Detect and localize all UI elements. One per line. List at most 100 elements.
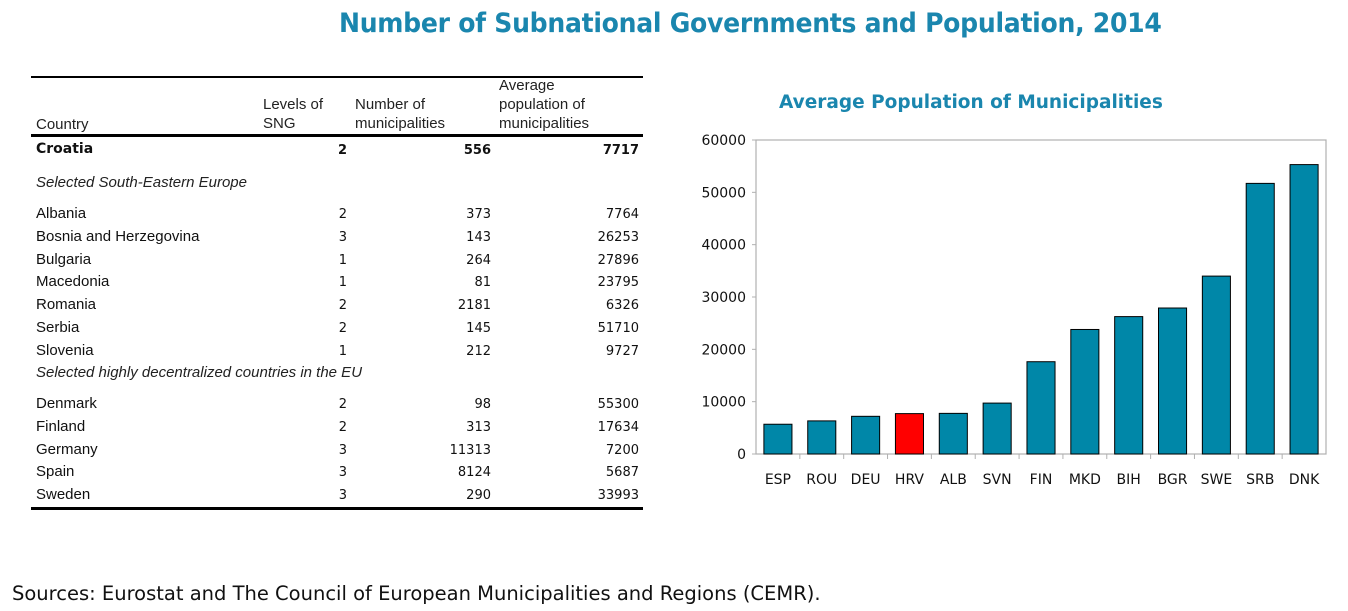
cell-levels: 2 xyxy=(338,321,347,336)
cell-average: 5687 xyxy=(605,465,639,481)
x-tick-label: FIN xyxy=(1030,472,1053,488)
x-tick-label: ALB xyxy=(940,472,967,488)
cell-average: 7717 xyxy=(602,143,639,158)
cell-average: 7764 xyxy=(605,207,639,222)
cell-levels: 2 xyxy=(337,143,347,158)
cell-average: 51710 xyxy=(597,321,639,336)
table-header-rule xyxy=(31,134,643,137)
cell-average: 6326 xyxy=(605,298,639,314)
page-title-text: Number of Subnational Governments and Po… xyxy=(338,8,1162,39)
cell-country: Denmark xyxy=(36,395,97,412)
header-levels: Levels of SNG xyxy=(263,95,323,133)
bar-dnk xyxy=(1289,164,1319,455)
bar-bih xyxy=(1114,316,1144,455)
header-country: Country xyxy=(36,116,89,133)
bar-alb xyxy=(938,412,968,455)
cell-levels: 2 xyxy=(338,397,347,412)
x-tick-label: ESP xyxy=(765,472,791,488)
header-levels-line1: Levels of xyxy=(263,96,324,113)
bar-chart: 0 10000 20000 30000 40000 50000 60000 ESP ROU DEU… xyxy=(701,133,1327,488)
cell-average: 33993 xyxy=(597,488,639,504)
x-tick-label: SVN xyxy=(983,472,1012,488)
cell-country: Bulgaria xyxy=(36,250,92,268)
bar-srb xyxy=(1245,182,1275,455)
table-row: Macedonia 1 81 23795 xyxy=(31,273,643,295)
table-top-rule xyxy=(31,76,643,78)
cell-country: Germany xyxy=(36,440,98,458)
cell-number: 143 xyxy=(466,229,491,245)
cell-number: 264 xyxy=(466,252,491,268)
cell-levels: 2 xyxy=(338,419,347,435)
table-row: Germany 3 11313 7200 xyxy=(31,441,643,463)
cell-number: 8124 xyxy=(457,465,491,481)
x-tick-label: SWE xyxy=(1201,472,1233,488)
cell-number: 2181 xyxy=(457,298,491,314)
header-average-line2: population of xyxy=(499,96,585,113)
cell-average: 23795 xyxy=(597,275,639,291)
cell-number: 145 xyxy=(466,321,491,336)
x-tick-label: HRV xyxy=(895,472,924,488)
table-row: Finland 2 313 17634 xyxy=(31,418,643,440)
cell-number: 290 xyxy=(466,488,491,504)
cell-country: Macedonia xyxy=(36,273,110,291)
cell-levels: 1 xyxy=(338,343,347,359)
cell-number: 556 xyxy=(463,143,491,158)
cell-country: Albania xyxy=(36,205,87,222)
cell-average: 17634 xyxy=(597,419,639,435)
cell-number: 313 xyxy=(466,419,491,435)
table-bottom-rule xyxy=(31,507,643,510)
table-row: Bulgaria 1 264 27896 xyxy=(31,251,643,273)
cell-levels: 3 xyxy=(338,465,347,481)
header-number-line1: Number of xyxy=(355,96,426,113)
x-tick-label: BGR xyxy=(1158,472,1188,488)
cell-country: Sweden xyxy=(36,486,91,504)
cell-number: 212 xyxy=(466,343,491,359)
y-tick-label: 50000 xyxy=(701,185,746,201)
bar-svn xyxy=(982,402,1012,455)
header-average-line1: Average xyxy=(499,77,555,94)
table-row: Slovenia 1 212 9727 xyxy=(31,342,643,364)
bar-bgr xyxy=(1158,307,1188,455)
cell-number: 11313 xyxy=(449,442,491,458)
bar-mkd xyxy=(1070,328,1100,455)
x-tick-label: ROU xyxy=(806,472,837,488)
y-tick-label: 0 xyxy=(737,447,746,463)
table-row: Denmark 2 98 55300 xyxy=(31,395,643,417)
cell-country: Spain xyxy=(36,463,75,481)
x-tick-label: DNK xyxy=(1289,472,1320,488)
x-tick-label: DEU xyxy=(851,472,881,488)
header-number: Number of municipalities xyxy=(355,95,445,133)
cell-number: 373 xyxy=(466,207,491,222)
bar-esp xyxy=(763,423,793,455)
bar-swe xyxy=(1201,275,1231,455)
cell-levels: 3 xyxy=(338,442,347,458)
header-number-line2: municipalities xyxy=(355,115,446,132)
y-tick-label: 20000 xyxy=(701,342,746,358)
cell-average: 7200 xyxy=(605,442,639,458)
cell-average: 27896 xyxy=(597,252,639,268)
cell-number: 81 xyxy=(474,275,491,291)
page-title: Number of Subnational Governments and Po… xyxy=(0,8,1348,39)
x-tick-label: BIH xyxy=(1117,472,1141,488)
section-label: Selected South-Eastern Europe xyxy=(36,174,247,191)
bar-fin xyxy=(1026,361,1056,455)
cell-levels: 2 xyxy=(338,298,347,314)
cell-levels: 2 xyxy=(338,207,347,222)
cell-levels: 3 xyxy=(338,229,347,245)
bar-deu xyxy=(851,415,881,455)
y-tick-label: 30000 xyxy=(701,290,746,306)
cell-levels: 1 xyxy=(338,275,347,291)
table-row: Albania 2 373 7764 xyxy=(31,205,643,227)
cell-country: Croatia xyxy=(36,141,94,157)
sources-note: Sources: Eurostat and The Council of Eur… xyxy=(12,582,821,605)
cell-levels: 1 xyxy=(338,252,347,268)
table-row: Bosnia and Herzegovina 3 143 26253 xyxy=(31,228,643,250)
x-tick-label: MKD xyxy=(1069,472,1101,488)
cell-number: 98 xyxy=(474,397,491,412)
y-tick-label: 60000 xyxy=(701,133,746,149)
table-row: Sweden 3 290 33993 xyxy=(31,486,643,508)
table-row: Spain 3 8124 5687 xyxy=(31,463,643,485)
header-average-line3: municipalities xyxy=(499,115,590,132)
bar-rou xyxy=(807,420,837,455)
cell-average: 55300 xyxy=(597,397,639,412)
